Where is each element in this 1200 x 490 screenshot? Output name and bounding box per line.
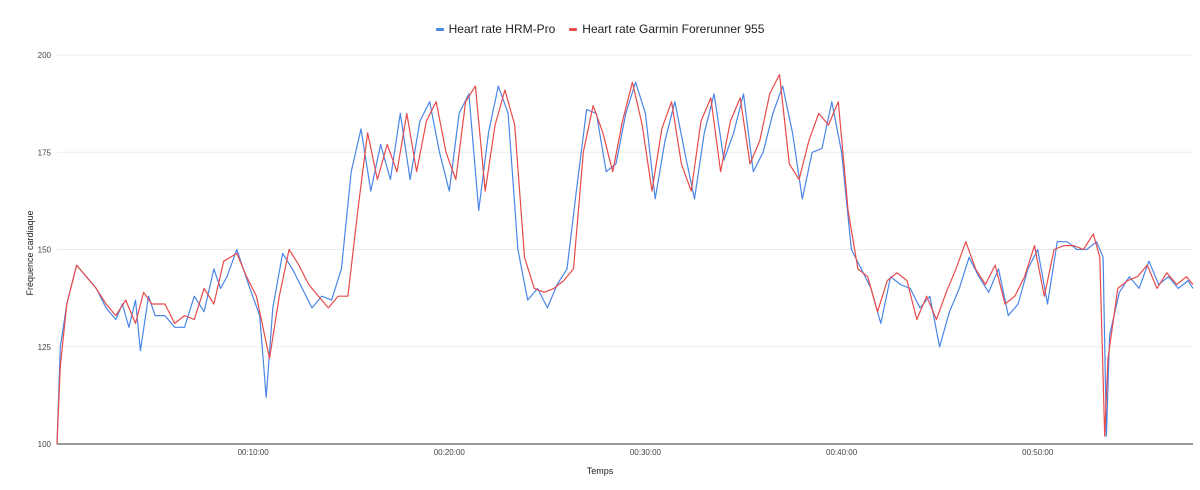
y-tick-label: 150: [38, 246, 52, 255]
series-line-1: [56, 73, 1194, 445]
x-tick-label: 00:40:00: [826, 448, 858, 457]
legend-swatch-garmin: [569, 27, 578, 31]
y-axis-title: Fréquence cardiaque: [25, 210, 35, 296]
legend-label-garmin: Heart rate Garmin Forerunner 955: [582, 22, 765, 36]
x-tick-label: 00:50:00: [1022, 448, 1054, 457]
legend-label-hrm-pro: Heart rate HRM-Pro: [448, 22, 556, 36]
legend-swatch-hrm-pro: [435, 27, 444, 31]
x-tick-label: 00:20:00: [434, 448, 466, 457]
x-tick-label: 00:30:00: [630, 448, 662, 457]
series-lines: [56, 73, 1194, 445]
y-axis-ticks: 100 125 150 175 200: [38, 51, 52, 449]
y-tick-label: 100: [38, 440, 52, 449]
chart-legend: Heart rate HRM-Pro Heart rate Garmin For…: [0, 22, 1200, 36]
series-line-0: [56, 81, 1194, 445]
x-axis-title: Temps: [586, 466, 614, 476]
legend-item-hrm-pro[interactable]: Heart rate HRM-Pro: [435, 22, 556, 36]
y-tick-label: 200: [38, 51, 52, 60]
x-axis-ticks: 00:10:00 00:20:00 00:30:00 00:40:00 00:50:00: [238, 448, 1054, 457]
y-tick-label: 175: [38, 148, 52, 157]
y-tick-label: 125: [38, 343, 52, 352]
legend-item-garmin[interactable]: Heart rate Garmin Forerunner 955: [569, 22, 764, 36]
x-tick-label: 00:10:00: [238, 448, 270, 457]
gridlines: [57, 54, 1193, 445]
